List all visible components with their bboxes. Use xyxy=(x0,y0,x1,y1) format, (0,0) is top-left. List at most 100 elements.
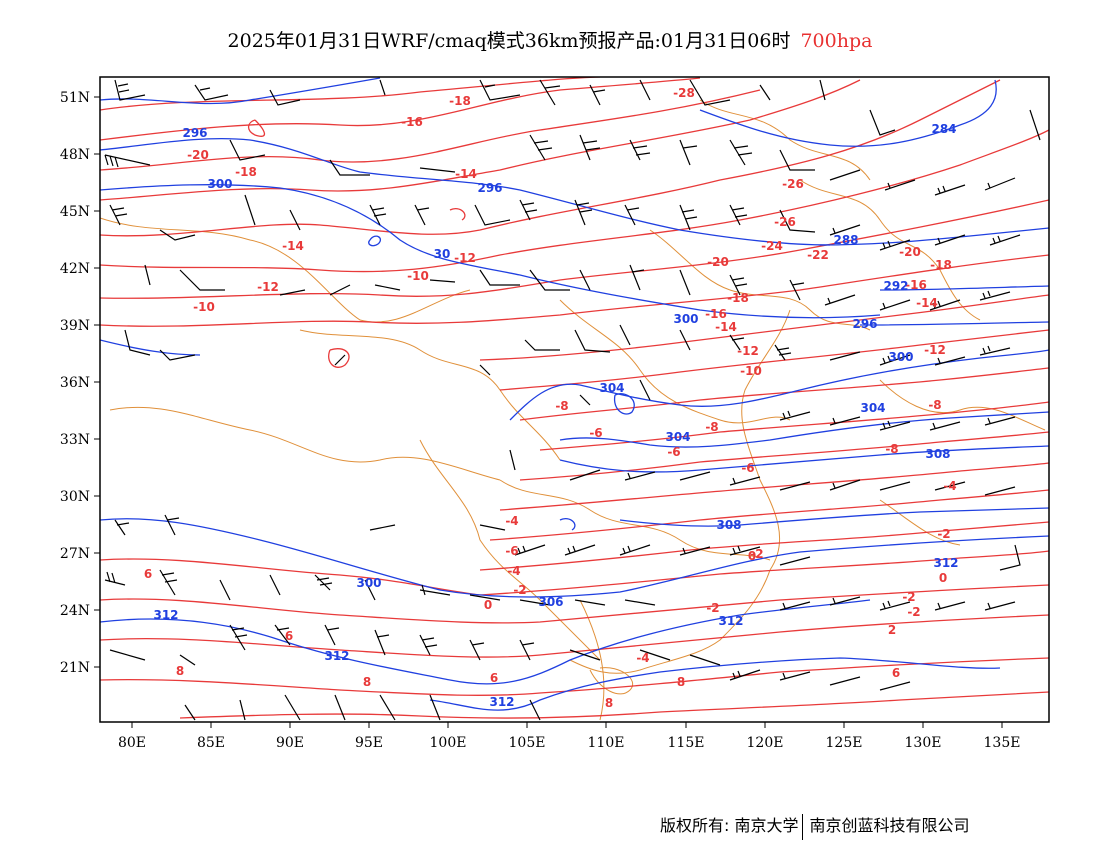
x-tick-label: 85E xyxy=(197,735,225,751)
temp-label: -16 xyxy=(705,307,727,321)
temp-label: 0 xyxy=(939,571,947,585)
temp-label: -10 xyxy=(740,364,762,378)
height-label: 284 xyxy=(931,122,956,136)
height-label: 312 xyxy=(933,556,958,570)
temp-label: -18 xyxy=(727,291,749,305)
temp-label: -18 xyxy=(449,94,471,108)
wind-barbs xyxy=(104,79,1041,721)
temp-label: -20 xyxy=(707,255,729,269)
temp-label: 6 xyxy=(490,671,498,685)
temp-label: 8 xyxy=(677,675,685,689)
height-label: 300 xyxy=(356,576,381,590)
height-label: 306 xyxy=(538,595,563,609)
temp-label: 8 xyxy=(605,696,613,710)
temp-label: -28 xyxy=(673,86,695,100)
temp-label: -26 xyxy=(774,215,796,229)
y-tick-label: 33N xyxy=(60,432,90,448)
temp-label: -22 xyxy=(807,248,829,262)
height-label: 300 xyxy=(888,350,913,364)
x-tick-label: 95E xyxy=(355,735,383,751)
x-tick-label: 120E xyxy=(747,735,784,751)
y-tick-label: 36N xyxy=(60,375,90,391)
y-tick-label: 51N xyxy=(60,90,90,106)
temperature-contours xyxy=(100,77,1049,719)
y-tick-label: 21N xyxy=(60,660,90,676)
y-tick-label: 42N xyxy=(60,261,90,277)
map-title: 2025年01月31日WRF/cmaq模式36km预报产品:01月31日06时 7… xyxy=(0,26,1100,53)
height-label: 30 xyxy=(434,247,451,261)
footer-right: 南京创蓝科技有限公司 xyxy=(809,816,970,835)
temp-label: -4 xyxy=(943,479,956,493)
x-tick-label: 125E xyxy=(826,735,863,751)
temp-label: -2 xyxy=(750,547,763,561)
x-tick-label: 110E xyxy=(588,735,625,751)
temp-label: -14 xyxy=(282,239,304,253)
height-label: 300 xyxy=(207,177,232,191)
temp-label: -12 xyxy=(924,343,946,357)
y-tick-label: 48N xyxy=(60,147,90,163)
x-tick-label: 115E xyxy=(668,735,705,751)
temp-label: -10 xyxy=(193,300,215,314)
height-label: 288 xyxy=(833,233,858,247)
height-label: 308 xyxy=(925,447,950,461)
height-label: 296 xyxy=(477,181,502,195)
footer-separator xyxy=(802,813,804,840)
y-tick-label: 27N xyxy=(60,546,90,562)
temp-label: -8 xyxy=(928,398,941,412)
height-label: 308 xyxy=(716,518,741,532)
temp-label: -8 xyxy=(555,399,568,413)
temp-label: -26 xyxy=(782,177,804,191)
temp-label: -2 xyxy=(513,583,526,597)
temp-label: -8 xyxy=(705,420,718,434)
temp-label: -6 xyxy=(741,461,754,475)
x-tick-label: 105E xyxy=(509,735,546,751)
x-tick-label: 100E xyxy=(430,735,467,751)
y-tick-label: 30N xyxy=(60,489,90,505)
x-tick-label: 130E xyxy=(905,735,942,751)
temp-label: -4 xyxy=(507,564,520,578)
height-label: 312 xyxy=(153,608,178,622)
temp-label: -14 xyxy=(455,167,477,181)
temp-label: 8 xyxy=(363,675,371,689)
copyright-footer: 版权所有: 南京大学 南京创蓝科技有限公司 xyxy=(660,812,970,840)
height-label: 300 xyxy=(673,312,698,326)
temp-label: -16 xyxy=(905,278,927,292)
footer-left: 版权所有: 南京大学 xyxy=(660,816,799,835)
temp-label: -14 xyxy=(715,320,737,334)
title-level: 700hpa xyxy=(800,30,873,52)
temp-label: -24 xyxy=(761,239,783,253)
temp-label: -8 xyxy=(885,442,898,456)
temp-label: -2 xyxy=(902,590,915,604)
temp-label: 2 xyxy=(888,623,896,637)
height-label: 304 xyxy=(665,430,690,444)
plot-frame xyxy=(99,76,1050,723)
y-tick-label: 24N xyxy=(60,603,90,619)
height-label: 304 xyxy=(599,381,624,395)
height-label: 312 xyxy=(489,695,514,709)
y-tick-label: 39N xyxy=(60,318,90,334)
temp-label: -6 xyxy=(667,445,680,459)
temp-label: 0 xyxy=(484,598,492,612)
temp-label: 8 xyxy=(176,664,184,678)
temp-label: -4 xyxy=(636,651,649,665)
x-tick-label: 135E xyxy=(984,735,1021,751)
title-main: 2025年01月31日WRF/cmaq模式36km预报产品:01月31日06时 xyxy=(227,30,791,52)
temp-label: -14 xyxy=(916,296,938,310)
y-tick-label: 45N xyxy=(60,204,90,220)
temp-label: -12 xyxy=(737,344,759,358)
temp-label: -16 xyxy=(401,115,423,129)
temp-label: 6 xyxy=(285,629,293,643)
temp-label: 6 xyxy=(144,567,152,581)
x-tick-label: 90E xyxy=(276,735,304,751)
temp-label: -12 xyxy=(257,280,279,294)
temp-label: -20 xyxy=(899,245,921,259)
height-label: 296 xyxy=(182,126,207,140)
temp-label: -6 xyxy=(505,544,518,558)
temp-label: 6 xyxy=(892,666,900,680)
temp-label: -18 xyxy=(930,258,952,272)
height-label: 304 xyxy=(860,401,885,415)
height-label: 296 xyxy=(852,317,877,331)
temp-label: -2 xyxy=(706,601,719,615)
temp-label: -18 xyxy=(235,165,257,179)
